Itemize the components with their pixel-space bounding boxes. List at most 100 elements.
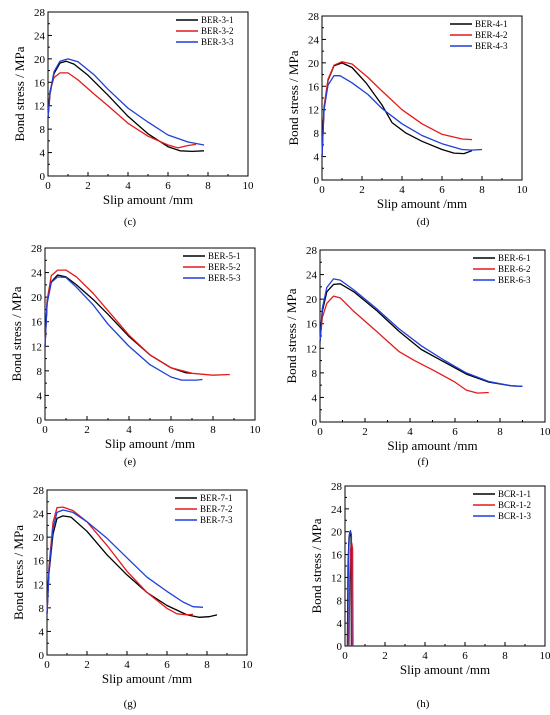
series-line-ber-3-1 — [47, 60, 205, 153]
y-tick-label: 8 — [314, 128, 320, 140]
x-tick-label: 6 — [439, 184, 445, 196]
y-tick-label: 12 — [308, 105, 319, 117]
y-tick-label: 0 — [37, 415, 43, 427]
legend-label: BER-3-1 — [201, 15, 234, 25]
y-tick-label: 4 — [312, 392, 318, 404]
legend-label: BER-5-2 — [208, 262, 241, 272]
legend-label: BER-6-3 — [498, 275, 531, 285]
x-axis-title: Slip amount /mm — [105, 436, 195, 451]
y-tick-label: 0 — [314, 175, 320, 187]
legend-label: BCR-1-3 — [498, 511, 532, 521]
y-tick-label: 16 — [308, 81, 320, 93]
x-tick-label: 4 — [399, 184, 405, 196]
y-tick-label: 8 — [39, 603, 45, 615]
y-tick-label: 16 — [306, 319, 318, 331]
y-tick-label: 8 — [312, 368, 318, 380]
y-tick-label: 8 — [337, 595, 343, 607]
x-tick-label: 0 — [319, 184, 325, 196]
x-tick-label: 4 — [126, 424, 132, 436]
y-tick-label: 8 — [40, 124, 46, 136]
x-tick-label: 4 — [125, 180, 131, 192]
y-tick-label: 16 — [34, 77, 46, 89]
y-tick-label: 0 — [39, 650, 45, 662]
x-tick-label: 4 — [422, 650, 428, 662]
series-line-ber-3-2 — [47, 72, 197, 149]
series-line-ber-7-1 — [46, 515, 218, 618]
y-tick-label: 0 — [337, 641, 343, 653]
x-tick-label: 2 — [84, 424, 90, 436]
y-tick-label: 20 — [306, 294, 318, 306]
legend-label: BER-7-1 — [200, 493, 233, 503]
legend-label: BCR-1-1 — [498, 489, 531, 499]
legend-label: BER-3-3 — [201, 37, 234, 47]
y-tick-label: 24 — [306, 270, 318, 282]
x-tick-label: 0 — [42, 424, 48, 436]
series-line-ber-6-2 — [319, 295, 489, 394]
x-tick-label: 6 — [462, 650, 468, 662]
x-tick-label: 6 — [452, 426, 458, 438]
y-tick-label: 0 — [312, 417, 318, 429]
y-tick-label: 12 — [306, 343, 317, 355]
x-tick-label: 2 — [382, 650, 388, 662]
series-line-ber-5-2 — [44, 269, 230, 376]
panel-label: (e) — [124, 456, 137, 468]
x-tick-label: 6 — [165, 180, 171, 192]
panel-label: (d) — [417, 216, 430, 228]
y-tick-label: 28 — [308, 11, 320, 23]
x-tick-label: 4 — [124, 659, 130, 671]
y-tick-label: 16 — [33, 556, 45, 568]
legend-label: BER-4-1 — [475, 19, 508, 29]
y-tick-label: 28 — [34, 7, 46, 19]
legend-label: BER-5-1 — [208, 251, 241, 261]
legend-label: BER-6-2 — [498, 264, 531, 274]
x-tick-label: 8 — [204, 659, 210, 671]
y-tick-label: 12 — [331, 572, 342, 584]
y-tick-label: 24 — [31, 268, 43, 280]
y-tick-label: 24 — [33, 509, 45, 521]
x-tick-label: 8 — [479, 184, 485, 196]
y-tick-label: 4 — [314, 152, 320, 164]
series-line-ber-7-3 — [46, 509, 204, 614]
series-line-ber-5-1 — [44, 274, 193, 374]
x-tick-label: 10 — [242, 659, 254, 671]
series-line-ber-6-3 — [319, 278, 523, 388]
x-tick-label: 8 — [205, 180, 211, 192]
x-tick-label: 2 — [84, 659, 90, 671]
y-tick-label: 24 — [34, 30, 46, 42]
x-axis-title: Slip amount /mm — [102, 671, 192, 686]
legend-label: BER-5-3 — [208, 273, 241, 283]
y-axis-title: Bond stress / MPa — [284, 288, 299, 383]
series-line-ber-4-1 — [321, 62, 473, 157]
y-tick-label: 20 — [331, 527, 343, 539]
legend-label: BER-7-2 — [200, 504, 233, 514]
plot-frame — [344, 485, 546, 647]
y-axis-title: Bond stress / MPa — [12, 46, 27, 141]
x-tick-label: 0 — [317, 426, 323, 438]
legend-label: BER-4-3 — [475, 41, 508, 51]
y-tick-label: 12 — [31, 341, 42, 353]
y-tick-label: 28 — [31, 243, 43, 255]
legend-label: BCR-1-2 — [498, 500, 531, 510]
panel-label: (h) — [417, 698, 430, 710]
series-line-bcr-1-3 — [347, 529, 353, 647]
x-tick-label: 2 — [359, 184, 365, 196]
y-tick-label: 20 — [34, 54, 46, 66]
panel-label: (c) — [124, 216, 137, 228]
x-axis-title: Slip amount /mm — [400, 662, 490, 677]
x-tick-label: 2 — [85, 180, 91, 192]
y-tick-label: 20 — [33, 532, 45, 544]
x-axis-title: Slip amount /mm — [103, 192, 193, 207]
y-tick-label: 20 — [31, 292, 43, 304]
x-tick-label: 0 — [342, 650, 348, 662]
y-tick-label: 4 — [337, 618, 343, 630]
x-tick-label: 10 — [243, 180, 255, 192]
